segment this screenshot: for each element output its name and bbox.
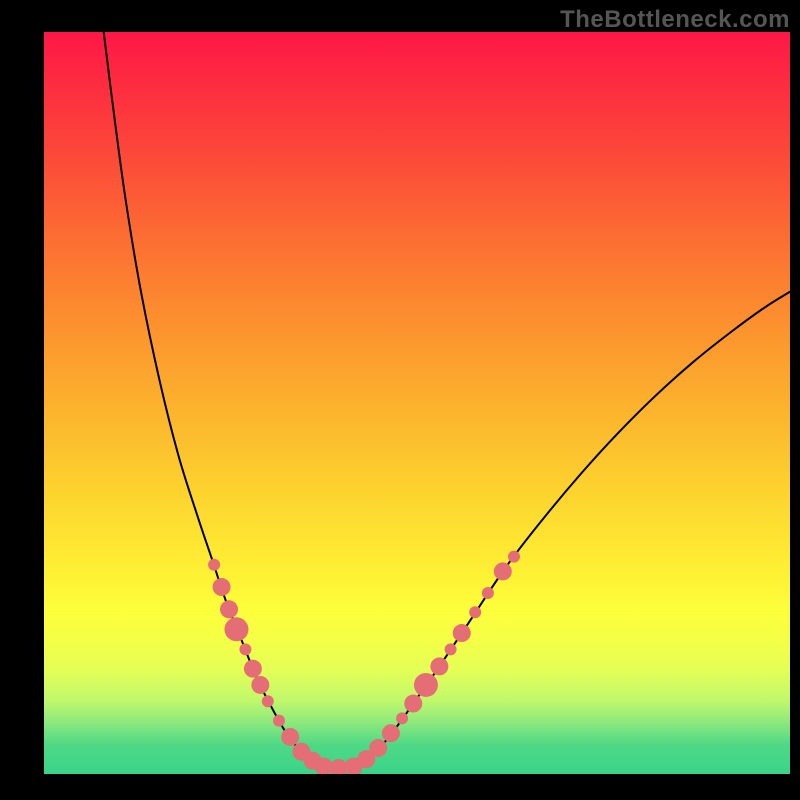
data-marker	[453, 624, 471, 642]
data-marker	[508, 551, 520, 563]
data-marker	[262, 695, 274, 707]
data-marker	[281, 728, 299, 746]
data-marker	[469, 606, 481, 618]
data-marker	[396, 712, 408, 724]
data-marker	[244, 660, 262, 678]
gradient-background	[44, 32, 790, 774]
data-marker	[273, 715, 285, 727]
plot-svg	[44, 32, 790, 774]
data-marker	[224, 617, 248, 641]
chart-container: TheBottleneck.com	[0, 0, 800, 800]
data-marker	[382, 724, 400, 742]
data-marker	[494, 562, 512, 580]
plot-area	[44, 32, 790, 774]
watermark-text: TheBottleneck.com	[560, 6, 790, 34]
data-marker	[482, 587, 494, 599]
data-marker	[239, 643, 251, 655]
data-marker	[414, 673, 438, 697]
data-marker	[220, 600, 238, 618]
data-marker	[208, 559, 220, 571]
data-marker	[251, 676, 269, 694]
data-marker	[445, 643, 457, 655]
data-marker	[369, 739, 387, 757]
data-marker	[404, 695, 422, 713]
data-marker	[430, 657, 448, 675]
data-marker	[213, 578, 231, 596]
